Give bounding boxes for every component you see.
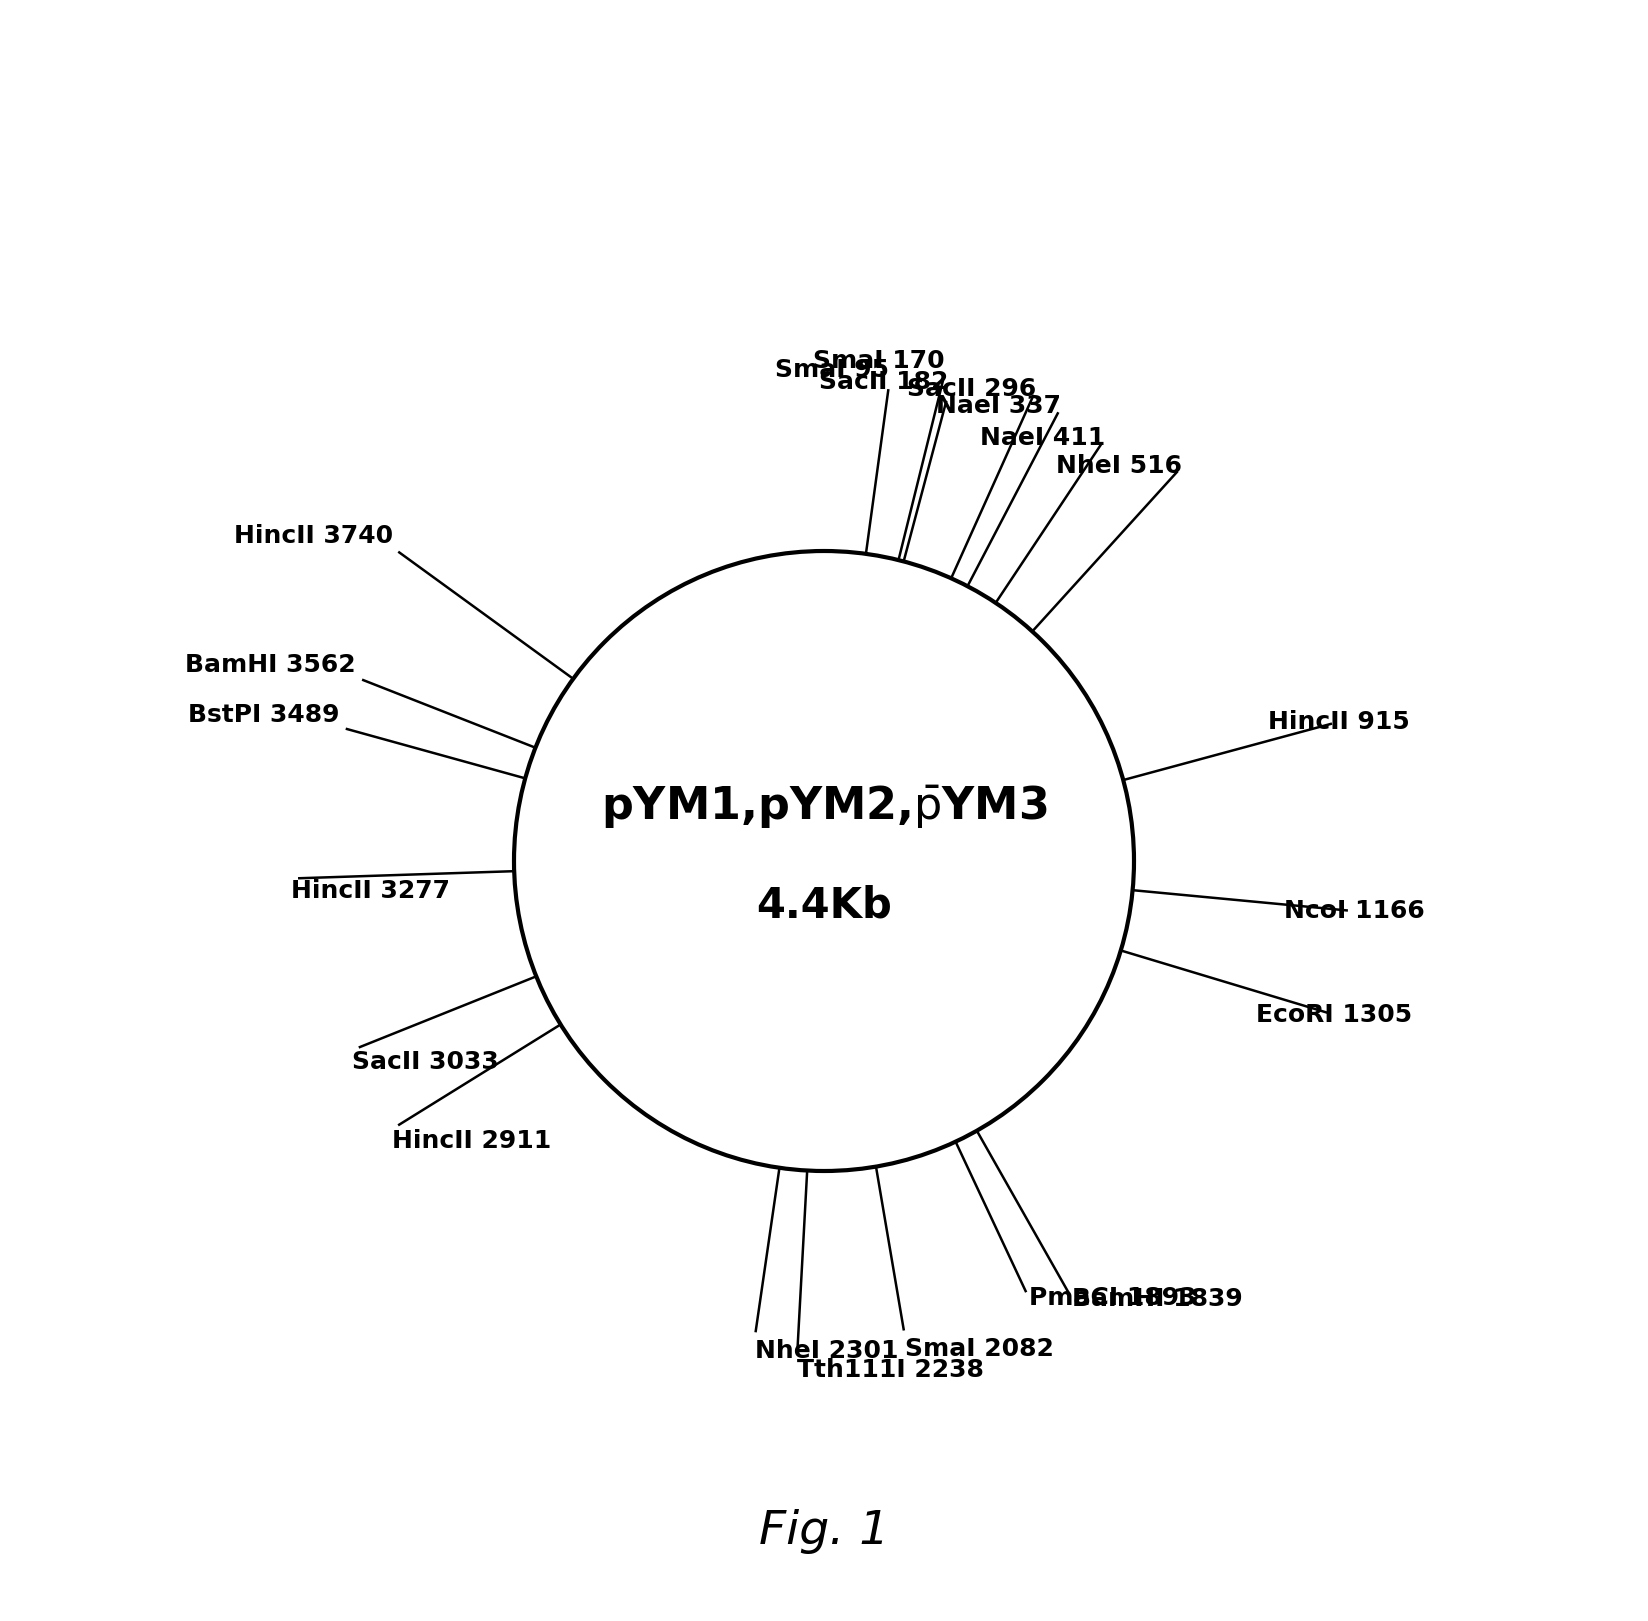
Text: NcoI 1166: NcoI 1166	[1284, 900, 1426, 924]
Text: SmaI 2082: SmaI 2082	[905, 1337, 1053, 1362]
Text: BamHI 1839: BamHI 1839	[1071, 1287, 1243, 1311]
Text: NheI 2301: NheI 2301	[755, 1339, 898, 1363]
Text: NaeI 411: NaeI 411	[981, 426, 1106, 451]
Text: SacII 296: SacII 296	[908, 376, 1037, 400]
Text: 4.4Kb: 4.4Kb	[756, 885, 892, 927]
Text: HincII 915: HincII 915	[1267, 710, 1409, 734]
Text: BstPI 3489: BstPI 3489	[188, 704, 339, 726]
Text: NaeI 337: NaeI 337	[936, 394, 1061, 418]
Text: SacII 3033: SacII 3033	[353, 1050, 499, 1075]
Text: NheI 516: NheI 516	[1056, 454, 1182, 478]
Text: BamHI 3562: BamHI 3562	[185, 653, 356, 678]
Text: SacII 182: SacII 182	[819, 370, 948, 394]
Text: HincII 3740: HincII 3740	[234, 524, 392, 548]
Text: EcoRI 1305: EcoRI 1305	[1256, 1003, 1412, 1026]
Circle shape	[514, 551, 1134, 1170]
Text: SmaI 95: SmaI 95	[775, 358, 890, 383]
Text: HincII 3277: HincII 3277	[292, 879, 450, 903]
Text: Tth111I 2238: Tth111I 2238	[798, 1358, 984, 1383]
Text: pYM1,pYM2,$\bar{\mathrm{p}}$YM3: pYM1,pYM2,$\bar{\mathrm{p}}$YM3	[602, 783, 1046, 830]
Text: Fig. 1: Fig. 1	[758, 1509, 890, 1553]
Text: SmaI 170: SmaI 170	[812, 349, 944, 373]
Text: HincII 2911: HincII 2911	[392, 1128, 552, 1153]
Text: PmaCI 1893: PmaCI 1893	[1028, 1287, 1196, 1310]
